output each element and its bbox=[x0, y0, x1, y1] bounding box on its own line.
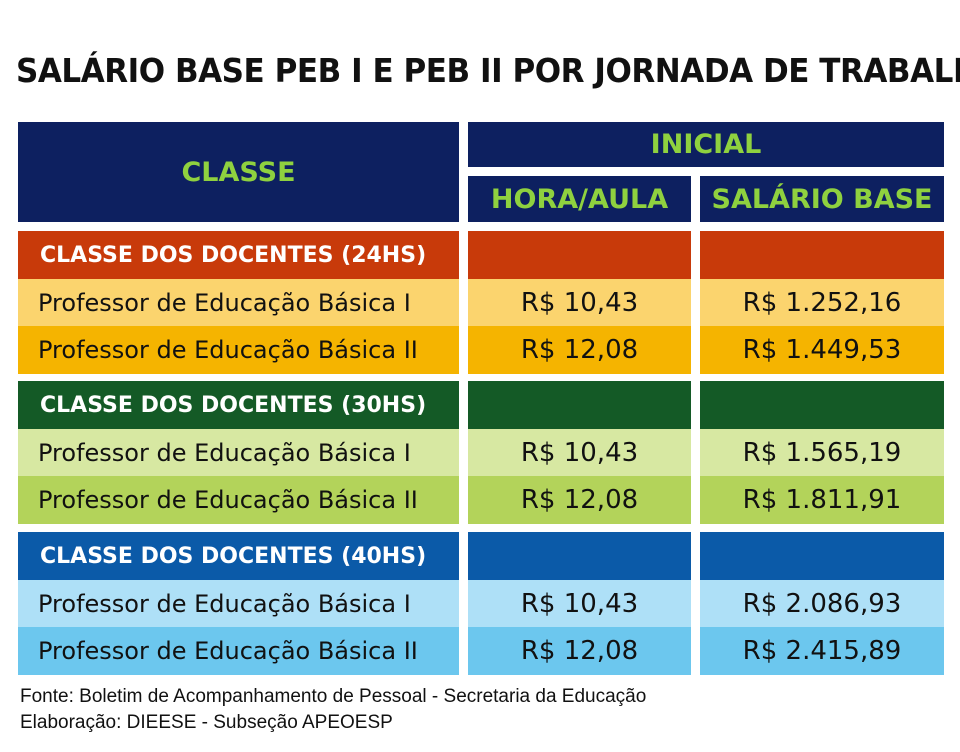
cell-salario-base: R$ 1.811,91 bbox=[700, 476, 944, 524]
group-header-band bbox=[700, 231, 944, 279]
cell-hora-aula: R$ 10,43 bbox=[468, 580, 691, 628]
cell-salario-base: R$ 1.565,19 bbox=[700, 429, 944, 477]
row-label: Professor de Educação Básica II bbox=[18, 326, 459, 374]
group-header-band bbox=[468, 231, 691, 279]
row-label: Professor de Educação Básica I bbox=[18, 580, 459, 628]
cell-salario-base: R$ 2.086,93 bbox=[700, 580, 944, 628]
row-label: Professor de Educação Básica I bbox=[18, 429, 459, 477]
cell-hora-aula: R$ 12,08 bbox=[468, 476, 691, 524]
cell-salario-base: R$ 1.252,16 bbox=[700, 279, 944, 327]
group-header-band bbox=[700, 532, 944, 580]
cell-salario-base: R$ 1.449,53 bbox=[700, 326, 944, 374]
row-label: Professor de Educação Básica I bbox=[18, 279, 459, 327]
group-header-band bbox=[700, 381, 944, 429]
group-header-label: CLASSE DOS DOCENTES (40HS) bbox=[18, 532, 459, 580]
page-title: SALÁRIO BASE PEB I E PEB II POR JORNADA … bbox=[16, 51, 960, 90]
cell-hora-aula: R$ 10,43 bbox=[468, 279, 691, 327]
cell-salario-base: R$ 2.415,89 bbox=[700, 627, 944, 675]
group-header-band bbox=[468, 381, 691, 429]
cell-hora-aula: R$ 12,08 bbox=[468, 627, 691, 675]
group-header-label: CLASSE DOS DOCENTES (24HS) bbox=[18, 231, 459, 279]
header-salario-base: SALÁRIO BASE bbox=[700, 176, 944, 222]
header-hora-aula: HORA/AULA bbox=[468, 176, 691, 222]
group-header-band bbox=[468, 532, 691, 580]
footer-source: Fonte: Boletim de Acompanhamento de Pess… bbox=[20, 686, 647, 707]
row-label: Professor de Educação Básica II bbox=[18, 476, 459, 524]
header-inicial: INICIAL bbox=[468, 122, 944, 167]
footer-credit: Elaboração: DIEESE - Subseção APEOESP bbox=[20, 712, 393, 733]
cell-hora-aula: R$ 12,08 bbox=[468, 326, 691, 374]
header-classe: CLASSE bbox=[18, 122, 459, 222]
group-header-label: CLASSE DOS DOCENTES (30HS) bbox=[18, 381, 459, 429]
row-label: Professor de Educação Básica II bbox=[18, 627, 459, 675]
cell-hora-aula: R$ 10,43 bbox=[468, 429, 691, 477]
